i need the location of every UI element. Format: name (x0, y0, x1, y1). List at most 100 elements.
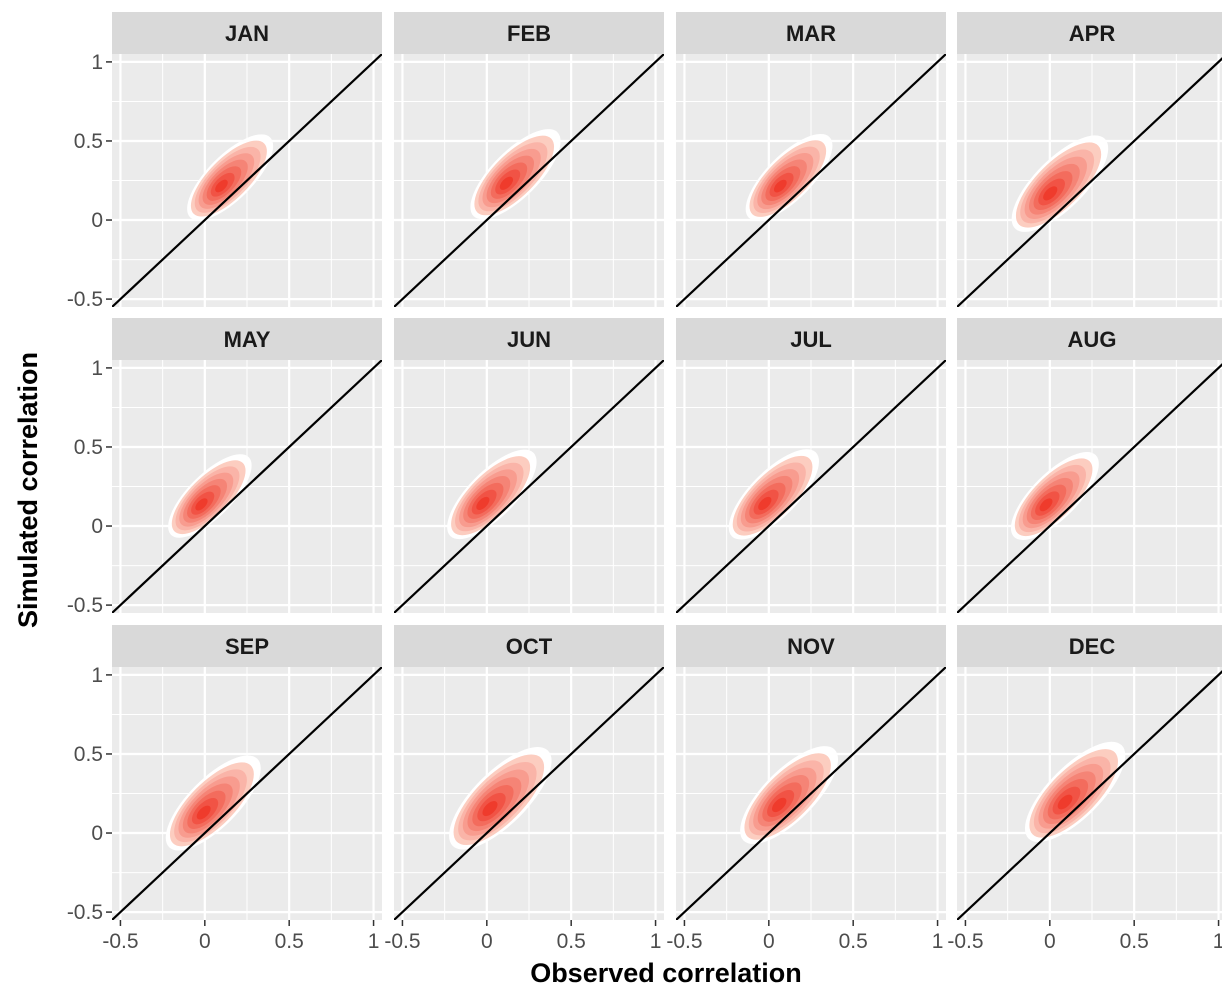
facet-panel-jul: JUL (676, 318, 946, 613)
facet-strip-label: DEC (1069, 634, 1116, 659)
x-tick-label: 0.5 (839, 930, 868, 953)
x-tick-label: 0.5 (1120, 930, 1149, 953)
panel-plot-area (957, 667, 1222, 920)
facet-strip (957, 625, 1222, 667)
identity-line (676, 360, 946, 613)
density-contour (215, 179, 228, 193)
facet-strip-label: OCT (506, 634, 553, 659)
density-contour (195, 498, 208, 511)
x-tick-label: 0 (763, 930, 775, 953)
facet-strip (112, 318, 382, 360)
facet-panel-may: MAY (112, 318, 382, 613)
density-contour (499, 176, 514, 190)
density-contour (482, 801, 498, 817)
x-tick-label: 1 (1213, 930, 1222, 953)
identity-line (112, 667, 382, 920)
facet-panel-nov: NOV (676, 625, 946, 920)
facet-panel-aug: AUG (957, 318, 1222, 613)
facet-panel-feb: FEB (394, 12, 664, 307)
panel-plot-area (112, 667, 382, 920)
facet-strip-label: NOV (787, 634, 835, 659)
density-contour (758, 496, 772, 511)
y-tick-label: 0.5 (74, 743, 103, 766)
density-contour (1043, 186, 1058, 201)
y-tick-label: 0.5 (74, 436, 103, 459)
facet-panel-jan: JAN (112, 12, 382, 307)
facet-panel-mar: MAR (676, 12, 946, 307)
facet-strip-label: JAN (225, 21, 269, 46)
y-tick-label: 1 (91, 664, 103, 687)
y-tick-label: 0 (91, 515, 103, 538)
x-tick-label: 0.5 (557, 930, 586, 953)
facet-strip (394, 625, 664, 667)
panel-plot-area (112, 360, 382, 613)
facet-panel-oct: OCT (394, 625, 664, 920)
x-tick-label: 0 (481, 930, 493, 953)
panel-plot-area (957, 360, 1222, 613)
identity-line (676, 54, 946, 307)
panel-plot-area (676, 667, 946, 920)
x-tick-label: 1 (650, 930, 662, 953)
identity-line (957, 363, 1222, 613)
facet-strip (957, 12, 1222, 54)
identity-line (676, 667, 946, 920)
panel-plot-area (394, 360, 664, 613)
facet-panel-sep: SEP (112, 625, 382, 920)
identity-line (394, 667, 664, 920)
facet-strip-label: MAY (224, 327, 271, 352)
density-contour (773, 179, 787, 193)
identity-line (112, 54, 382, 307)
x-tick-label: 0.5 (275, 930, 304, 953)
identity-line (112, 360, 382, 613)
facet-strip-label: AUG (1068, 327, 1117, 352)
identity-line (957, 670, 1222, 920)
density-contour (476, 496, 490, 510)
x-axis-title: Observed correlation (530, 958, 802, 986)
facet-panel-apr: APR (957, 12, 1222, 307)
y-tick-label: -0.5 (67, 288, 103, 311)
facet-strip-label: JUN (507, 327, 551, 352)
density-contour (1039, 498, 1053, 512)
facet-strip (112, 625, 382, 667)
panel-plot-area (676, 54, 946, 307)
x-tick-label: 1 (368, 930, 380, 953)
density-contour (196, 805, 211, 820)
x-tick-label: -0.5 (947, 930, 983, 953)
y-tick-label: 0 (91, 209, 103, 232)
y-tick-label: -0.5 (67, 901, 103, 924)
x-tick-label: 1 (932, 930, 944, 953)
y-tick-label: -0.5 (67, 594, 103, 617)
panel-plot-area (112, 54, 382, 307)
facet-strip (676, 625, 946, 667)
identity-line (394, 54, 664, 307)
panel-plot-area (394, 667, 664, 920)
y-tick-label: 0 (91, 822, 103, 845)
x-tick-label: -0.5 (384, 930, 420, 953)
x-tick-label: -0.5 (666, 930, 702, 953)
facet-panel-dec: DEC (957, 625, 1222, 920)
panel-plot-area (676, 360, 946, 613)
facet-strip (676, 12, 946, 54)
y-axis-title: Simulated correlation (13, 352, 43, 628)
panel-plot-area (394, 54, 664, 307)
facet-strip (394, 318, 664, 360)
density-contour (772, 797, 787, 813)
facet-strip-label: JUL (790, 327, 832, 352)
facet-panel-jun: JUN (394, 318, 664, 613)
identity-line (394, 360, 664, 613)
y-tick-label: 1 (91, 357, 103, 380)
facet-strip (957, 318, 1222, 360)
facet-strip (676, 318, 946, 360)
x-tick-label: -0.5 (102, 930, 138, 953)
x-tick-label: 0 (199, 930, 211, 953)
facet-strip-label: FEB (507, 21, 551, 46)
x-tick-label: 0 (1044, 930, 1056, 953)
y-tick-label: 0.5 (74, 130, 103, 153)
facet-strip (112, 12, 382, 54)
ticks-layer: -0.500.51-0.500.51-0.500.51-0.5 0 0.5 1 -0.5… (67, 51, 1222, 953)
density-contour (1057, 794, 1073, 810)
facet-strip-label: APR (1069, 21, 1116, 46)
facet-strip (394, 12, 664, 54)
y-tick-label: 1 (91, 51, 103, 74)
